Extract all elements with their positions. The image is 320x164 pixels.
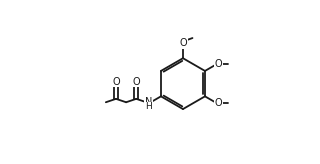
Text: H: H — [145, 102, 152, 111]
Text: O: O — [214, 98, 222, 108]
Text: O: O — [214, 59, 222, 69]
Text: O: O — [112, 77, 120, 87]
Text: O: O — [179, 38, 187, 48]
Text: N: N — [145, 97, 152, 107]
Text: O: O — [132, 77, 140, 87]
